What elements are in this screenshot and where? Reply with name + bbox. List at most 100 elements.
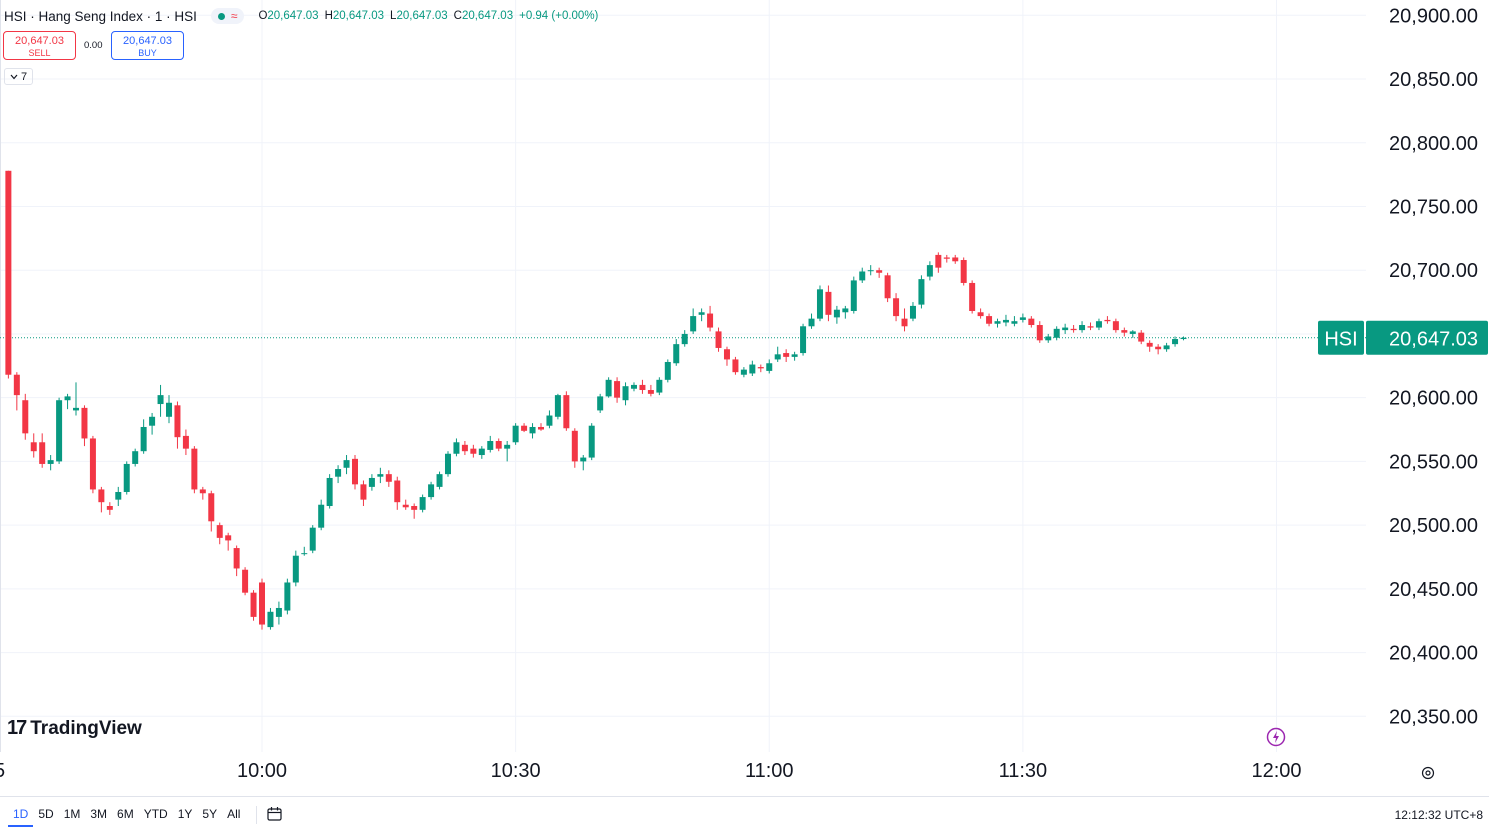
candle-body[interactable] (411, 506, 418, 510)
range-6m[interactable]: 6M (117, 807, 134, 821)
candle-body[interactable] (208, 493, 215, 522)
symbol-title[interactable]: HSI · Hang Seng Index · 1 · HSI (4, 8, 197, 24)
candle-body[interactable] (478, 448, 485, 456)
candle-body[interactable] (1002, 319, 1009, 323)
candle-body[interactable] (140, 426, 147, 452)
candle-body[interactable] (444, 453, 451, 475)
candle-body[interactable] (30, 442, 37, 452)
lightning-icon[interactable] (1266, 727, 1286, 747)
candle-body[interactable] (622, 386, 629, 401)
candle-body[interactable] (597, 396, 604, 411)
candle-body[interactable] (723, 349, 730, 360)
candle-body[interactable] (123, 463, 130, 492)
indicators-collapse-button[interactable]: 7 (4, 68, 33, 85)
candle-body[interactable] (1011, 321, 1018, 324)
candle-body[interactable] (673, 344, 680, 364)
candle-body[interactable] (816, 289, 823, 319)
candle-body[interactable] (309, 527, 316, 551)
candle-body[interactable] (833, 309, 840, 318)
candle-body[interactable] (884, 275, 891, 299)
candle-body[interactable] (335, 469, 342, 477)
candle-body[interactable] (318, 504, 325, 528)
candle-body[interactable] (1163, 345, 1170, 350)
candle-body[interactable] (850, 280, 857, 311)
candle-body[interactable] (267, 611, 274, 628)
candle-body[interactable] (630, 384, 637, 389)
candle-body[interactable] (935, 254, 942, 268)
candle-body[interactable] (656, 379, 663, 393)
candle-body[interactable] (428, 484, 435, 498)
candle-body[interactable] (191, 448, 198, 490)
candle-body[interactable] (377, 474, 384, 477)
candle-body[interactable] (149, 416, 156, 426)
candle-body[interactable] (242, 569, 249, 593)
candle-body[interactable] (1070, 328, 1077, 331)
candle-body[interactable] (199, 489, 206, 494)
range-all[interactable]: All (227, 807, 241, 821)
candle-body[interactable] (563, 395, 570, 429)
candle-body[interactable] (1155, 346, 1162, 350)
range-3m[interactable]: 3M (90, 807, 108, 821)
candle-body[interactable] (986, 316, 993, 324)
last-price-badge[interactable] (1366, 320, 1488, 355)
candle-body[interactable] (301, 553, 308, 555)
candle-body[interactable] (749, 364, 756, 374)
range-1d[interactable]: 1D (8, 807, 34, 827)
candle-body[interactable] (732, 359, 739, 373)
candle-body[interactable] (89, 438, 96, 490)
candle-body[interactable] (952, 257, 959, 262)
candle-body[interactable] (808, 318, 815, 327)
candle-body[interactable] (901, 318, 908, 327)
candle-body[interactable] (13, 374, 20, 396)
candle-body[interactable] (969, 282, 976, 311)
candle-body[interactable] (259, 582, 265, 625)
candle-body[interactable] (326, 477, 333, 507)
candle-body[interactable] (436, 474, 443, 487)
candle-body[interactable] (757, 367, 764, 369)
candle-body[interactable] (495, 441, 502, 449)
candle-body[interactable] (250, 592, 257, 617)
candle-body[interactable] (893, 298, 900, 317)
candle-body[interactable] (56, 400, 63, 462)
candle-body[interactable] (419, 497, 426, 510)
candle-body[interactable] (1146, 342, 1153, 347)
candle-body[interactable] (909, 305, 916, 319)
range-5d[interactable]: 5D (38, 807, 54, 821)
candle-body[interactable] (926, 265, 933, 277)
candle-body[interactable] (487, 441, 494, 450)
candle-body[interactable] (774, 354, 781, 360)
candle-body[interactable] (918, 279, 925, 305)
candle-body[interactable] (292, 555, 299, 583)
candle-body[interactable] (157, 395, 164, 405)
candle-body[interactable] (639, 384, 646, 391)
candle-body[interactable] (275, 607, 282, 617)
candle-body[interactable] (783, 353, 790, 357)
candle-body[interactable] (1062, 327, 1069, 331)
candle-body[interactable] (537, 426, 544, 430)
candle-body[interactable] (1180, 337, 1187, 340)
candle-body[interactable] (766, 363, 773, 371)
candle-body[interactable] (512, 425, 519, 443)
candle-body[interactable] (225, 535, 232, 541)
candle-body[interactable] (39, 442, 46, 464)
candle-body[interactable] (1019, 317, 1026, 320)
candle-body[interactable] (1045, 336, 1052, 341)
candle-body[interactable] (994, 321, 1001, 324)
candle-body[interactable] (174, 405, 181, 438)
calendar-icon[interactable] (266, 806, 284, 822)
candle-body[interactable] (580, 457, 587, 462)
candle-body[interactable] (22, 400, 29, 434)
candle-body[interactable] (707, 313, 714, 328)
candle-body[interactable] (47, 460, 54, 464)
candle-body[interactable] (1087, 326, 1094, 328)
candle-body[interactable] (715, 331, 722, 348)
candle-body[interactable] (1121, 330, 1128, 333)
candle-body[interactable] (825, 291, 832, 315)
range-1m[interactable]: 1M (63, 807, 81, 821)
sell-button[interactable]: 20,647.03 SELL (3, 31, 76, 60)
candle-body[interactable] (81, 407, 88, 439)
candle-body[interactable] (681, 333, 688, 345)
candle-body[interactable] (1095, 321, 1102, 328)
candle-body[interactable] (546, 415, 553, 426)
candle-body[interactable] (73, 407, 80, 411)
